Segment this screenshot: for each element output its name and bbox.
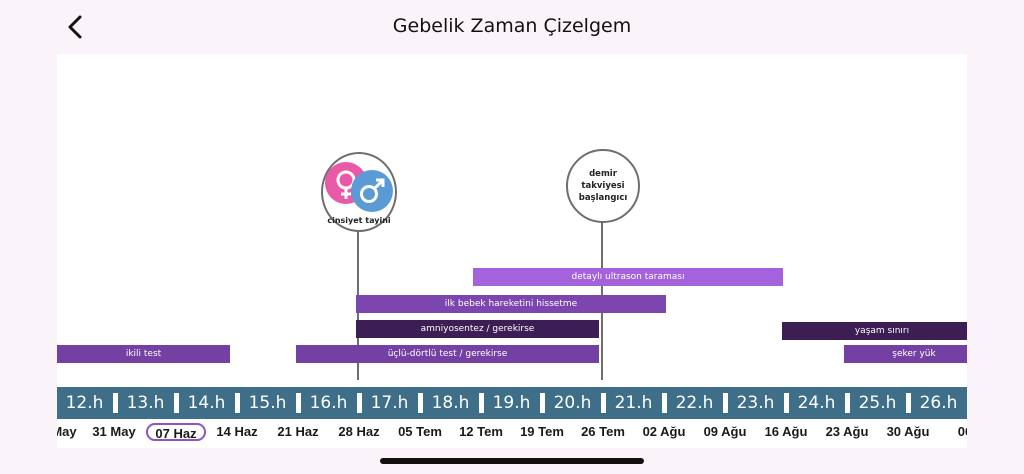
date-label[interactable]: 06 — [957, 424, 967, 439]
week-separator — [540, 393, 545, 413]
date-label[interactable]: 21 Haz — [277, 424, 319, 439]
week-label: 23.h — [736, 393, 775, 413]
bar-label: ikili test — [125, 349, 162, 359]
week-separator — [723, 393, 728, 413]
week-label: 26.h — [919, 393, 958, 413]
week-label: 18.h — [431, 393, 470, 413]
date-label[interactable]: 14 Haz — [216, 424, 258, 439]
gender-symbols-icon — [325, 161, 393, 212]
week-separator — [357, 393, 362, 413]
bar-label: yaşam sınırı — [854, 326, 910, 336]
milestone-iron[interactable]: demir takviyesi başlangıcı — [566, 149, 640, 223]
week-separator — [174, 393, 179, 413]
week-separator — [662, 393, 667, 413]
date-label[interactable]: 05 Tem — [398, 424, 442, 439]
week-label: 19.h — [492, 393, 531, 413]
page-title: Gebelik Zaman Çizelgem — [392, 15, 632, 37]
date-label[interactable]: May — [57, 424, 77, 439]
date-label[interactable]: 30 Ağu — [886, 424, 930, 439]
milestone-gender-label: cinsiyet tayini — [327, 215, 391, 225]
week-separator — [113, 393, 118, 413]
date-label[interactable]: 28 Haz — [338, 424, 380, 439]
week-label: 14.h — [187, 393, 226, 413]
timeline-panel[interactable]: cinsiyet tayini demir takviyesi başlangı… — [57, 54, 967, 448]
week-label: 16.h — [309, 393, 348, 413]
date-label[interactable]: 23 Ağu — [825, 424, 869, 439]
bar-label: amniyosentez / gerekirse — [420, 324, 535, 334]
week-label: 17.h — [370, 393, 409, 413]
week-label: 24.h — [797, 393, 836, 413]
date-label[interactable]: 31 May — [92, 424, 136, 439]
week-separator — [296, 393, 301, 413]
week-separator — [601, 393, 606, 413]
week-separator — [235, 393, 240, 413]
week-separator — [418, 393, 423, 413]
week-label: 20.h — [553, 393, 592, 413]
bar-label: ilk bebek hareketini hissetme — [444, 299, 578, 309]
week-label: 25.h — [858, 393, 897, 413]
milestone-iron-label: demir takviyesi başlangıcı — [578, 169, 628, 203]
bar-label: üçlü-dörtlü test / gerekirse — [387, 349, 508, 359]
week-separator — [906, 393, 911, 413]
bar-triple-test[interactable]: üçlü-dörtlü test / gerekirse — [296, 345, 599, 363]
bar-double-test[interactable]: ikili test — [57, 345, 230, 363]
bar-glucose-test[interactable]: şeker yük — [844, 345, 967, 363]
bar-detailed-ultrasound[interactable]: detaylı ultrason taraması — [473, 268, 783, 286]
date-label[interactable]: 16 Ağu — [764, 424, 808, 439]
home-indicator — [380, 458, 644, 464]
date-label[interactable]: 02 Ağu — [642, 424, 686, 439]
bar-label: şeker yük — [892, 349, 936, 359]
week-separator — [784, 393, 789, 413]
back-button[interactable] — [62, 12, 90, 42]
bar-viability-limit[interactable]: yaşam sınırı — [782, 322, 967, 340]
week-label: 13.h — [126, 393, 165, 413]
week-label: 22.h — [675, 393, 714, 413]
week-label: 15.h — [248, 393, 287, 413]
date-label[interactable]: 12 Tem — [459, 424, 503, 439]
bar-amniocentesis[interactable]: amniyosentez / gerekirse — [356, 320, 599, 338]
chevron-left-icon — [68, 15, 82, 39]
date-label[interactable]: 09 Ağu — [703, 424, 747, 439]
date-label[interactable]: 26 Tem — [581, 424, 625, 439]
week-separator — [845, 393, 850, 413]
week-separator — [479, 393, 484, 413]
date-label-selected[interactable]: 07 Haz — [146, 423, 206, 441]
milestone-gender[interactable]: cinsiyet tayini — [321, 152, 397, 232]
week-label: 21.h — [614, 393, 653, 413]
week-label: 12.h — [65, 393, 104, 413]
bar-label: detaylı ultrason taraması — [571, 272, 685, 282]
week-strip[interactable]: 12.h 13.h 14.h 15.h 16.h 17.h 18.h 19.h … — [57, 387, 967, 419]
bar-first-movement[interactable]: ilk bebek hareketini hissetme — [356, 295, 666, 313]
date-label[interactable]: 19 Tem — [520, 424, 564, 439]
